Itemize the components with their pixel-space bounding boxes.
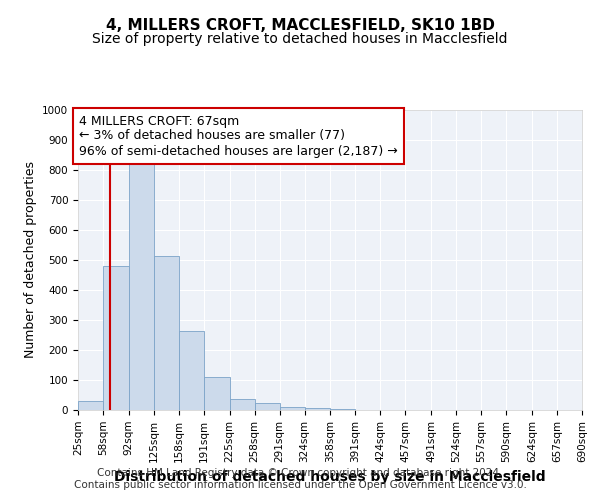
Bar [230,398,254,410]
Bar [331,408,355,410]
Bar [78,401,103,410]
Text: Contains public sector information licensed under the Open Government Licence v3: Contains public sector information licen… [74,480,526,490]
Bar [280,407,305,410]
Bar [154,256,179,410]
Bar [103,266,129,410]
Bar [305,408,331,410]
X-axis label: Distribution of detached houses by size in Macclesfield: Distribution of detached houses by size … [114,470,546,484]
Bar [129,164,154,410]
Bar [254,404,280,410]
Bar [179,330,204,410]
Bar [204,377,230,410]
Text: Size of property relative to detached houses in Macclesfield: Size of property relative to detached ho… [92,32,508,46]
Text: 4 MILLERS CROFT: 67sqm
← 3% of detached houses are smaller (77)
96% of semi-deta: 4 MILLERS CROFT: 67sqm ← 3% of detached … [79,114,398,158]
Text: 4, MILLERS CROFT, MACCLESFIELD, SK10 1BD: 4, MILLERS CROFT, MACCLESFIELD, SK10 1BD [106,18,494,32]
Text: Contains HM Land Registry data © Crown copyright and database right 2024.: Contains HM Land Registry data © Crown c… [97,468,503,477]
Y-axis label: Number of detached properties: Number of detached properties [23,162,37,358]
